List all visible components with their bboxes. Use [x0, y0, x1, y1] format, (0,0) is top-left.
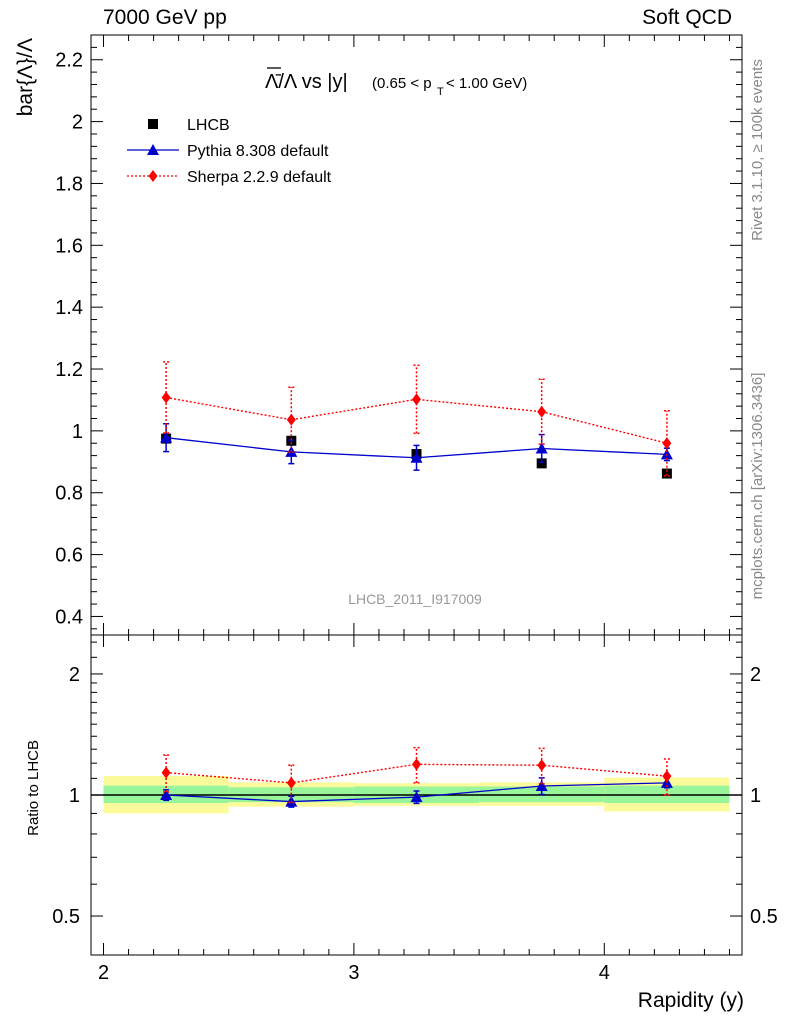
ratio-sherpa-error-bar: [288, 764, 295, 804]
x-tick-label: 3: [348, 962, 359, 984]
ratio-sherpa-error-bar: [163, 754, 170, 793]
ratio-sherpa-point: [161, 766, 171, 779]
ratio-y-tick-label-right: 0.5: [750, 906, 778, 928]
pythia-point: [410, 451, 423, 463]
main-plot-panel: 0.4 0.6 0.8 1 1.2 1.4 1.6 1.8 2 2.2 bar{Λ}/Λ Λ̄/Λ v…: [14, 34, 743, 636]
x-tick-label: 4: [599, 962, 610, 984]
ratio-pythia-point: [160, 789, 173, 800]
sherpa-line: [165, 396, 668, 444]
x-axis-label: Rapidity (y): [638, 989, 744, 1012]
sherpa-point: [662, 437, 672, 450]
legend-pythia-marker: [147, 144, 159, 155]
lhcb-point: [536, 458, 547, 469]
sherpa-point: [161, 391, 171, 404]
ratio-y-tick-label-right: 1: [750, 785, 761, 807]
legend-lhcb-marker: [148, 119, 158, 129]
main-y-tick-label: 0.6: [55, 545, 83, 567]
ratio-plot-panel: 0.5 0.5 1 1 2 2 2 3 4 Ratio to LHCB Rapidity (y): [25, 634, 778, 1012]
ratio-y-tick-label: 2: [69, 664, 80, 686]
main-title-range-end: < 1.00 GeV): [446, 75, 527, 92]
main-y-tick-label: 1.2: [55, 359, 83, 381]
main-y-tick-label: 2: [72, 112, 83, 134]
main-y-axis-label: bar{Λ}/Λ: [14, 38, 37, 116]
lhcb-point: [661, 468, 672, 479]
ratio-y-axis-label: Ratio to LHCB: [25, 740, 42, 836]
legend: LHCB Pythia 8.308 default Sherpa 2.2.9 def…: [127, 117, 332, 186]
ratio-sherpa-error-bar: [663, 758, 670, 796]
sherpa-error-bar: [413, 364, 420, 435]
x-tick-label: 2: [98, 962, 109, 984]
main-title-range: (0.65 < p: [372, 75, 432, 92]
legend-sherpa-label: Sherpa 2.2.9 default: [187, 169, 332, 186]
main-y-tick-label: 1: [72, 421, 83, 443]
ratio-y-tick-label: 0.5: [52, 906, 80, 928]
ratio-sherpa-point: [286, 776, 296, 789]
legend-sherpa-marker: [148, 170, 158, 182]
sherpa-point: [286, 413, 296, 426]
main-y-tick-label: 2.2: [55, 50, 83, 72]
pythia-point: [160, 431, 173, 443]
pythia-point: [535, 442, 548, 454]
main-title: Λ̄/Λ vs |y|: [265, 71, 348, 93]
sherpa-point: [412, 393, 421, 406]
sherpa-point: [537, 405, 547, 418]
main-y-tick-label: 1.6: [55, 235, 83, 257]
ratio-sherpa-point: [412, 758, 421, 771]
legend-lhcb-label: LHCB: [187, 117, 230, 134]
ratio-y-tick-label-right: 2: [750, 664, 761, 686]
process-label: Soft QCD: [642, 6, 732, 29]
ratio-pythia-point: [410, 791, 423, 803]
main-y-tick-label: 1.8: [55, 173, 83, 195]
legend-pythia-label: Pythia 8.308 default: [187, 143, 329, 160]
sherpa-error-bar: [163, 361, 170, 434]
main-y-tick-label: 1.4: [55, 297, 83, 319]
ratio-pythia-point: [535, 779, 548, 791]
main-title-range-subscript: T: [437, 86, 444, 98]
ratio-y-tick-label: 1: [69, 785, 80, 807]
energy-label: 7000 GeV pp: [103, 6, 227, 29]
ratio-sherpa-point: [537, 759, 547, 772]
ratio-sherpa-point: [662, 770, 672, 783]
main-y-tick-label: 0.4: [55, 606, 83, 628]
main-y-tick-label: 0.8: [55, 483, 83, 505]
